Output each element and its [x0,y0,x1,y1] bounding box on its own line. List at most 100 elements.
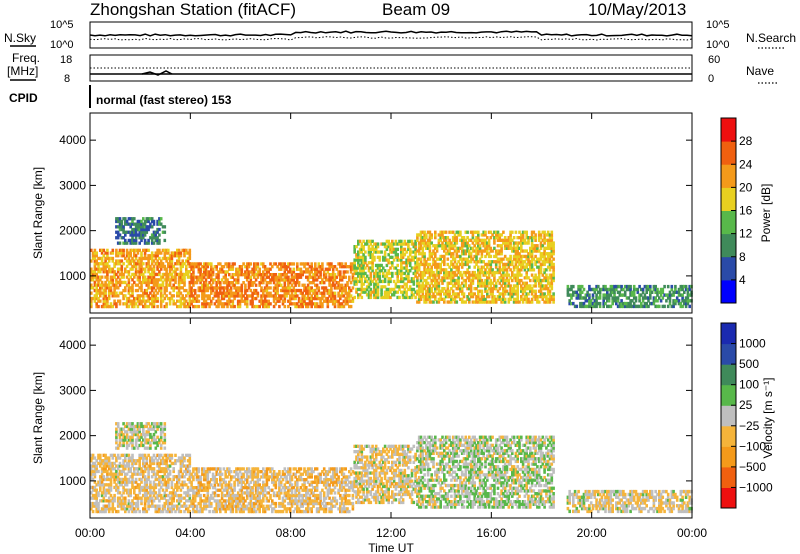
heatmap-cell [552,300,555,304]
heatmap-cell [446,257,450,261]
heatmap-cell [192,275,195,279]
heatmap-cell [299,273,303,277]
heatmap-cell [185,499,188,503]
heatmap-cell [176,304,179,309]
heatmap-cell [165,278,168,282]
heatmap-cell [618,284,622,289]
heatmap-cell [649,290,652,294]
heatmap-cell [192,470,195,474]
heatmap-cell [374,279,378,284]
heatmap-cell [229,288,233,293]
heatmap-cell [423,252,426,256]
heatmap-cell [138,259,141,263]
heatmap-cell [593,301,597,306]
heatmap-cell [167,262,170,266]
heatmap-cell [159,453,163,457]
heatmap-cell [111,453,115,457]
heatmap-cell [91,256,95,261]
heatmap-cell [202,299,206,303]
heatmap-cell [115,469,118,474]
heatmap-cell [537,249,541,253]
heatmap-cell [143,499,147,503]
heatmap-cell [226,286,229,290]
heatmap-cell [514,284,518,288]
heatmap-cell [247,262,251,266]
heatmap-cell [158,262,161,266]
heatmap-cell [159,299,163,303]
heatmap-cell [188,496,192,500]
heatmap-cell [115,278,118,282]
heatmap-cell [279,296,283,301]
heatmap-cell [244,265,247,269]
heatmap-cell [469,254,473,259]
heatmap-cell [183,278,186,282]
heatmap-cell [330,283,333,287]
heatmap-cell [665,299,668,303]
heatmap-cell [93,275,97,279]
heatmap-cell [408,239,412,243]
heatmap-cell [670,293,674,297]
heatmap-cell [534,246,537,250]
heatmap-cell [156,504,159,508]
heatmap-cell [573,290,577,294]
heatmap-cell [174,475,177,479]
heatmap-cell [154,475,158,479]
heatmap-cell [204,270,208,274]
colorbar-tick-label: 8 [739,250,746,264]
heatmap-cell [129,501,132,506]
heatmap-cell [124,507,127,511]
heatmap-cell [500,238,503,242]
heatmap-cell [582,287,586,292]
heatmap-cell [129,275,132,279]
heatmap-cell [265,273,269,277]
heatmap-cell [143,219,147,224]
heatmap-cell [127,272,131,277]
heatmap-cell [188,291,192,295]
heatmap-cell [210,267,213,271]
heatmap-cell [622,293,625,297]
heatmap-cell [523,254,527,259]
heatmap-cell [416,281,419,285]
heatmap-cell [380,293,383,297]
heatmap-cell [224,281,227,285]
heatmap-cell [491,297,494,301]
heatmap-cell [188,275,192,279]
heatmap-cell [170,262,174,266]
heatmap-cell [460,244,464,248]
heatmap-cell [360,287,364,292]
heatmap-cell [489,289,493,293]
heatmap-cell [163,507,167,511]
heatmap-cell [460,297,464,301]
heatmap-cell [362,255,365,259]
heatmap-cell [484,246,487,250]
heatmap-cell [659,299,663,303]
heatmap-cell [118,483,122,487]
heatmap-cell [161,469,165,474]
heatmap-cell [210,275,213,279]
heatmap-cell [231,262,235,266]
heatmap-cell [183,296,186,301]
heatmap-cell [167,475,170,479]
heatmap-cell [566,287,570,292]
heatmap-cell [365,274,369,278]
heatmap-cell [224,270,227,274]
heatmap-cell [90,278,93,282]
heatmap-cell [310,265,313,269]
heatmap-cell [394,255,398,259]
heatmap-cell [193,281,197,285]
heatmap-cell [611,299,614,303]
heatmap-cell [398,242,401,246]
heatmap-cell [502,297,505,301]
heatmap-cell [138,236,141,240]
heatmap-cell [539,244,543,248]
heatmap-cell [136,248,140,252]
heatmap-cell [115,291,118,295]
heatmap-cell [306,262,310,266]
heatmap-cell [192,267,195,271]
heatmap-cell [634,304,638,309]
heatmap-cell [102,270,106,274]
heatmap-cell [530,246,534,250]
heatmap-cell [244,283,247,287]
heatmap-cell [131,291,134,295]
